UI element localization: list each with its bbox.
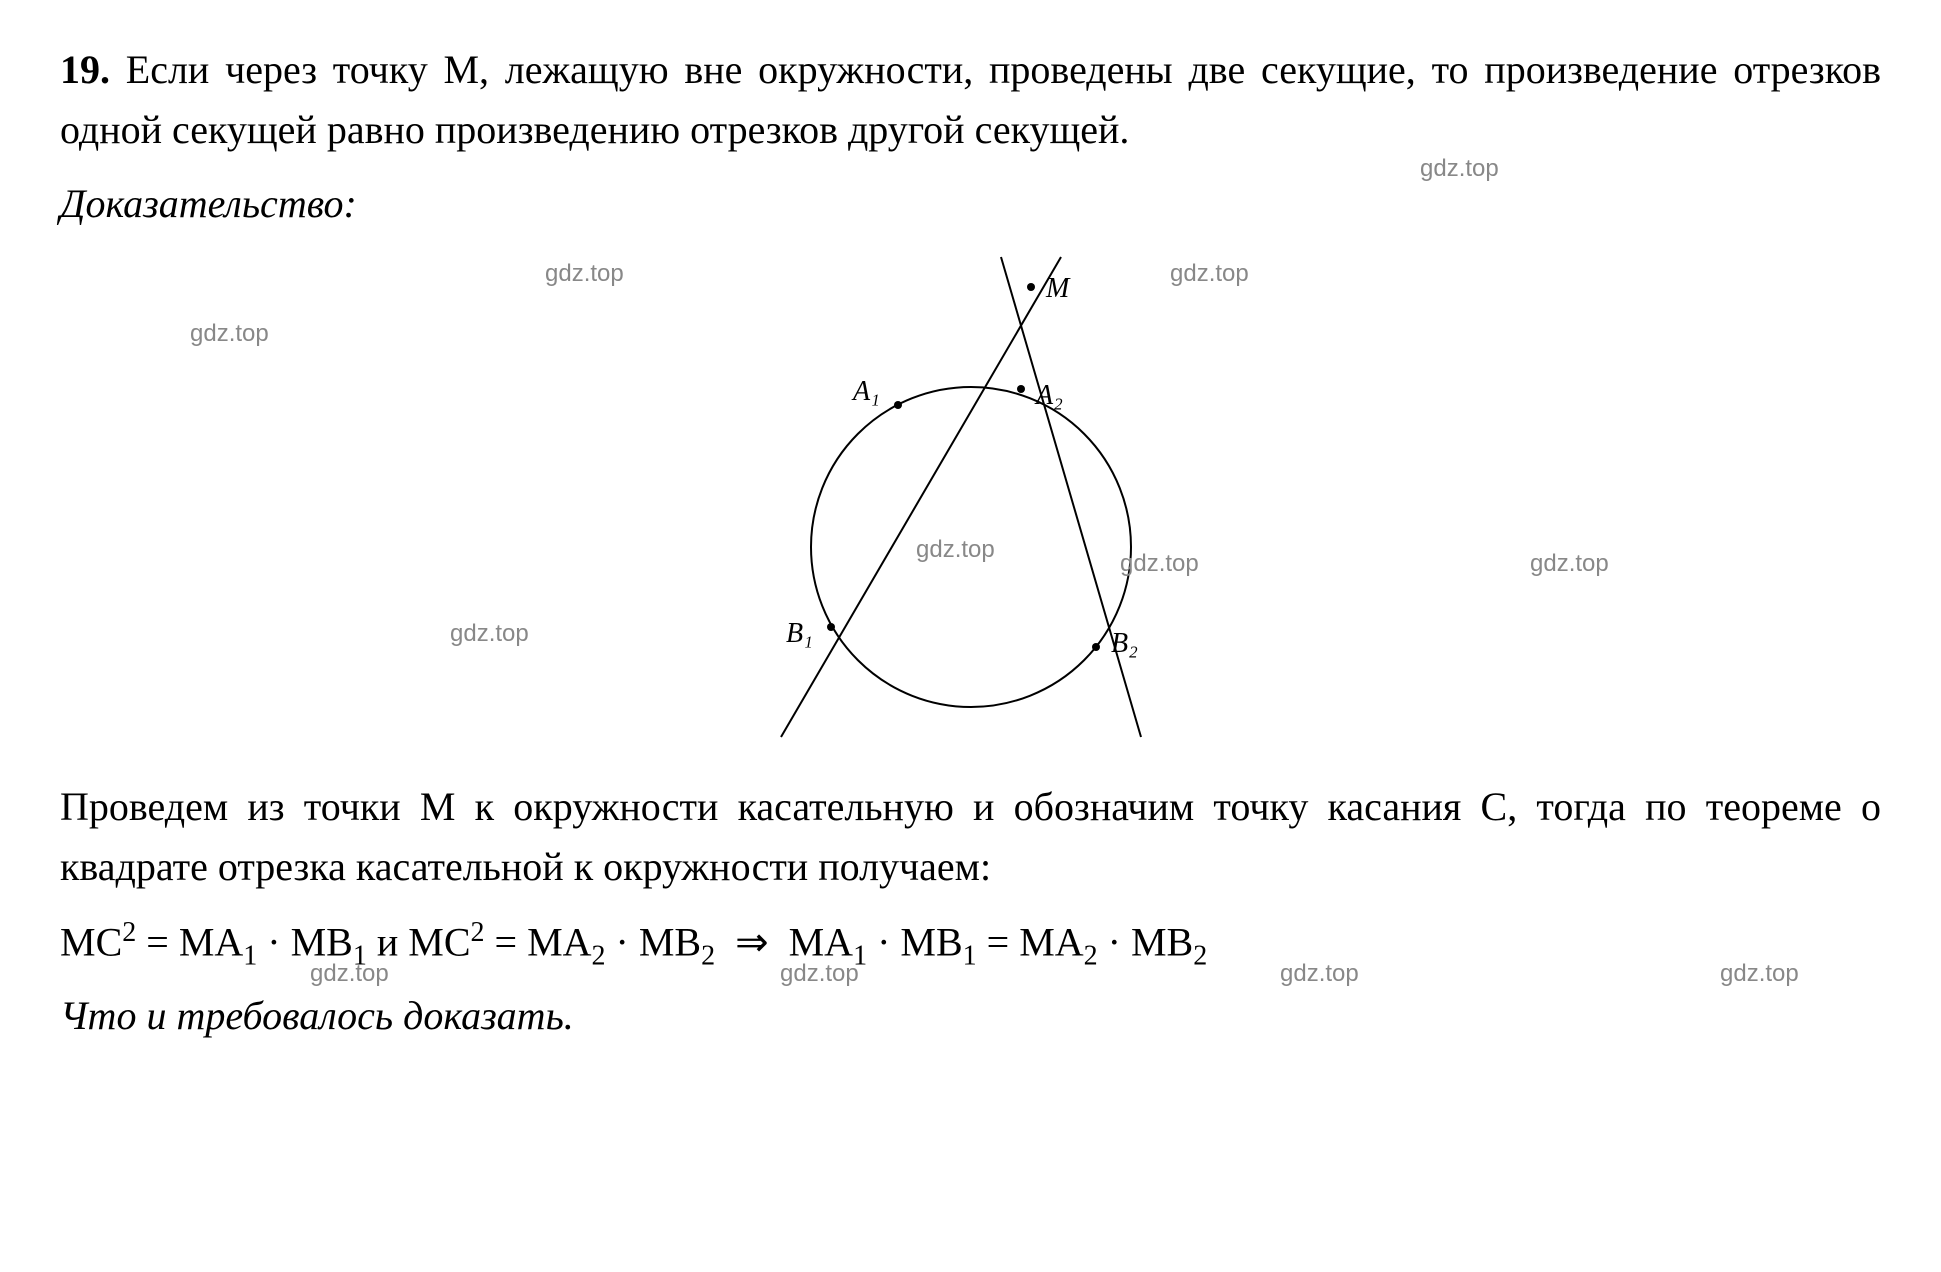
subscript-2: 2 xyxy=(592,940,606,971)
formula-part: MA xyxy=(527,919,591,964)
subscript-1: 1 xyxy=(963,940,977,971)
svg-text:A₂: A₂ xyxy=(1034,380,1063,411)
subscript-1: 1 xyxy=(853,940,867,971)
problem-statement: 19. Если через точку М, лежащую вне окру… xyxy=(60,40,1881,160)
formula-part: MA xyxy=(1019,919,1083,964)
implies-symbol: ⇒ xyxy=(735,919,769,964)
superscript-2: 2 xyxy=(471,917,485,948)
problem-body: Если через точку М, лежащую вне окружнос… xyxy=(60,47,1881,152)
formula-part: MC xyxy=(408,919,470,964)
proof-formula: MC2 = MA1 · MB1 и MC2 = MA2 · MB2 ⇒ MA1 … xyxy=(60,912,1881,977)
problem-number: 19. xyxy=(60,47,110,92)
subscript-1: 1 xyxy=(353,940,367,971)
superscript-2: 2 xyxy=(122,917,136,948)
svg-text:A₁: A₁ xyxy=(851,376,880,407)
formula-and: и xyxy=(377,919,398,964)
formula-part: MA xyxy=(789,919,853,964)
svg-text:B₂: B₂ xyxy=(1111,628,1138,659)
formula-part: MB xyxy=(900,919,962,964)
proof-label: Доказательство: xyxy=(60,180,1881,227)
svg-text:gdz.top: gdz.top xyxy=(916,536,995,563)
subscript-1: 1 xyxy=(243,940,257,971)
subscript-2: 2 xyxy=(1084,940,1098,971)
formula-part: MC xyxy=(60,919,122,964)
diagram-container: M A₁ A₂ B₁ B₂ gdz.top xyxy=(60,247,1881,747)
subscript-2: 2 xyxy=(701,940,715,971)
formula-part: MB xyxy=(1131,919,1193,964)
subscript-2: 2 xyxy=(1193,940,1207,971)
formula-part: MA xyxy=(179,919,243,964)
formula-part: MB xyxy=(639,919,701,964)
svg-text:M: M xyxy=(1045,273,1071,304)
svg-text:B₁: B₁ xyxy=(786,618,813,649)
geometry-diagram: M A₁ A₂ B₁ B₂ gdz.top xyxy=(721,247,1221,747)
content-wrapper: 19. Если через точку М, лежащую вне окру… xyxy=(60,40,1881,1039)
proof-body: Проведем из точки М к окружности касател… xyxy=(60,777,1881,897)
formula-part: MB xyxy=(291,919,353,964)
qed-statement: Что и требовалось доказать. xyxy=(60,992,1881,1039)
